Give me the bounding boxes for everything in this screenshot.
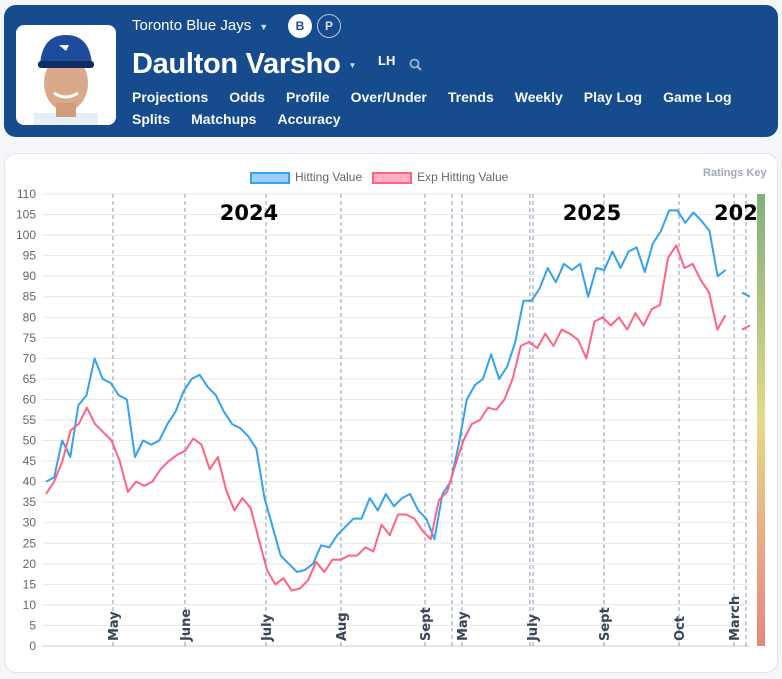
x-tick-label: May: [107, 611, 122, 641]
x-tick-label: Oct: [673, 616, 688, 641]
series-line-exp-hitting-value: [45, 244, 751, 592]
player-name-text: Daulton Varsho: [132, 48, 341, 80]
y-tick-label: 20: [23, 557, 37, 571]
chevron-down-icon: ▼: [259, 22, 269, 32]
player-name[interactable]: Daulton Varsho ▼: [132, 48, 356, 81]
nav-trends[interactable]: Trends: [447, 89, 494, 105]
y-tick-label: 10: [23, 598, 37, 612]
y-tick-label: 95: [23, 249, 37, 263]
legend-exp-hitting-value[interactable]: Exp Hitting Value: [372, 170, 508, 184]
trends-chart-card: [4, 153, 778, 673]
y-tick-label: 100: [16, 228, 36, 242]
y-tick-label: 65: [23, 372, 37, 386]
nav-odds[interactable]: Odds: [229, 89, 266, 105]
nav-projections[interactable]: Projections: [132, 89, 209, 105]
nav-matchups[interactable]: Matchups: [191, 111, 257, 127]
series-line-hitting-value: [45, 209, 751, 573]
y-tick-label: 105: [16, 208, 36, 222]
x-tick-label: May: [456, 611, 471, 641]
nav-play-log[interactable]: Play Log: [583, 89, 643, 105]
y-tick-label: 90: [23, 269, 37, 283]
y-tick-label: 85: [23, 290, 37, 304]
player-nav: Projections Odds Profile Over/Under Trends We…: [132, 86, 772, 130]
x-tick-label: July: [526, 613, 541, 642]
y-tick-label: 55: [23, 413, 37, 427]
y-tick-label: 45: [23, 454, 37, 468]
y-tick-label: 75: [23, 331, 37, 345]
y-tick-label: 15: [23, 577, 37, 591]
nav-accuracy[interactable]: Accuracy: [277, 111, 341, 127]
x-tick-label: June: [179, 609, 194, 642]
nav-game-log[interactable]: Game Log: [663, 89, 732, 105]
y-tick-label: 40: [23, 475, 37, 489]
handedness-badge: LH: [378, 53, 396, 68]
y-tick-label: 0: [29, 639, 36, 653]
y-tick-label: 80: [23, 310, 37, 324]
chart-legend: Hitting Value Exp Hitting Value: [250, 170, 508, 184]
ratings-key-link[interactable]: Ratings Key: [703, 167, 767, 179]
legend-label: Hitting Value: [295, 170, 363, 184]
legend-hitting-value[interactable]: Hitting Value: [250, 170, 362, 184]
x-tick-label: July: [260, 613, 275, 642]
year-label: 2024: [220, 201, 278, 225]
y-tick-label: 110: [17, 187, 36, 201]
x-tick-label: March: [728, 596, 743, 641]
batter-toggle[interactable]: B: [288, 14, 312, 38]
x-tick-label: Sept: [598, 607, 613, 641]
player-headshot-icon: [34, 35, 98, 125]
y-tick-label: 25: [23, 536, 37, 550]
year-label: 202: [714, 201, 758, 225]
legend-label: Exp Hitting Value: [417, 170, 509, 184]
player-header: Toronto Blue Jays ▼ B P Daulton Varsho ▼ L…: [4, 5, 778, 137]
year-label: 2025: [563, 201, 621, 225]
nav-weekly[interactable]: Weekly: [514, 89, 563, 105]
x-tick-label: Sept: [419, 607, 434, 641]
y-tick-label: 70: [23, 351, 37, 365]
search-icon[interactable]: [409, 58, 423, 72]
y-tick-label: 35: [23, 495, 37, 509]
team-name: Toronto Blue Jays: [132, 17, 252, 34]
x-tick-label: Aug: [335, 612, 350, 641]
y-tick-label: 50: [23, 434, 37, 448]
nav-splits[interactable]: Splits: [132, 111, 171, 127]
ratings-gradient-bar: [757, 194, 765, 646]
nav-profile[interactable]: Profile: [286, 89, 330, 105]
nav-over-under[interactable]: Over/Under: [350, 89, 427, 105]
pitcher-toggle[interactable]: P: [317, 14, 341, 38]
player-photo: [16, 25, 116, 125]
y-tick-label: 30: [23, 516, 37, 530]
chevron-down-icon: ▼: [348, 60, 357, 70]
team-selector[interactable]: Toronto Blue Jays ▼: [132, 17, 268, 34]
y-tick-label: 60: [23, 392, 37, 406]
y-tick-label: 5: [29, 618, 36, 632]
